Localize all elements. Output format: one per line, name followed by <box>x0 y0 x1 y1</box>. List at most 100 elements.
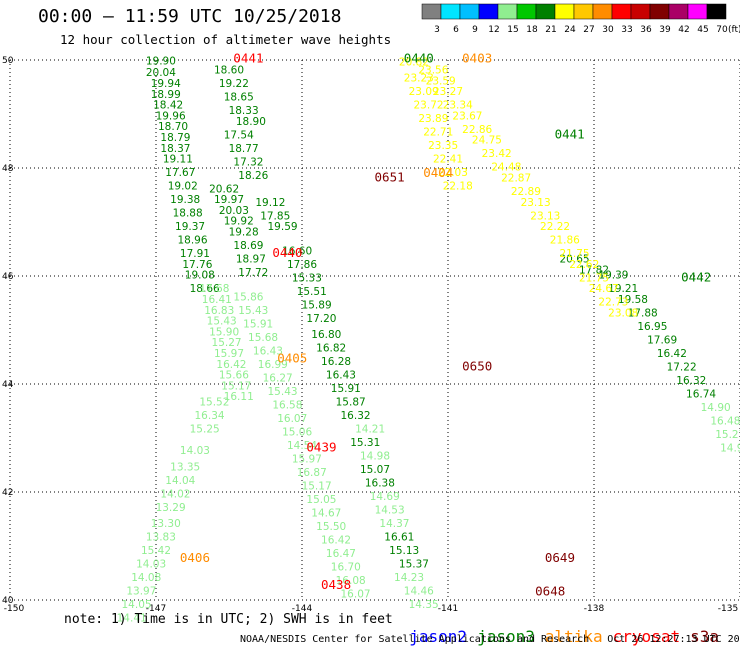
wave-height-point: 16.42 <box>216 359 246 371</box>
wave-height-point: 15.68 <box>248 332 278 344</box>
wave-height-point: 19.96 <box>156 110 186 122</box>
colorbar-label: 27 <box>583 25 594 35</box>
x-tick-label: -141 <box>438 604 458 614</box>
wave-height-point: 14.02 <box>160 488 190 500</box>
colorbar-label: 3 <box>434 25 440 35</box>
wave-height-point: 16.11 <box>224 391 254 403</box>
track-time-label: 0438 <box>321 577 351 592</box>
wave-height-point: 19.59 <box>268 221 298 233</box>
y-tick-label: 40 <box>2 596 14 606</box>
wave-height-point: 19.90 <box>146 55 176 67</box>
wave-height-point: 23.27 <box>433 86 463 98</box>
wave-height-point: 19.12 <box>255 197 285 209</box>
wave-height-point: 22.22 <box>540 221 570 233</box>
x-tick-label: -144 <box>292 604 313 614</box>
wave-height-point: 16.47 <box>326 548 356 560</box>
wave-height-point: 16.28 <box>321 356 351 368</box>
wave-height-point: 22.87 <box>501 173 531 185</box>
y-tick-label: 42 <box>2 488 13 498</box>
colorbar-unit: (ft) <box>728 25 740 35</box>
wave-height-point: 20.65 <box>560 254 590 266</box>
legend-altika: altika <box>544 627 603 646</box>
wave-height-point: 16.83 <box>204 305 234 317</box>
wave-height-point: 17.86 <box>287 259 317 271</box>
wave-height-point: 22.71 <box>423 127 453 139</box>
wave-height-point: 15.91 <box>331 383 361 395</box>
wave-height-point: 21.75 <box>560 248 590 260</box>
y-tick-label: 46 <box>2 272 14 282</box>
wave-height-point: 14.41 <box>117 613 147 625</box>
colorbar-label: 45 <box>697 25 708 35</box>
track-time-label: 0650 <box>462 359 492 374</box>
wave-height-point: 15.97 <box>292 453 322 465</box>
y-tick-label: 44 <box>2 380 14 390</box>
wave-height-point: 15.06 <box>282 426 312 438</box>
wave-height-point: 17.69 <box>647 335 677 347</box>
wave-height-point: 18.65 <box>224 92 254 104</box>
track-time-label: 0403 <box>462 51 492 66</box>
wave-height-point: 22.62 <box>569 259 599 271</box>
track-time-label: 0439 <box>306 440 336 455</box>
wave-height-point: 16.87 <box>297 467 327 479</box>
wave-height-point: 22.73 <box>598 297 628 309</box>
wave-height-point: 14.90 <box>701 402 731 414</box>
wave-height-point: 14.69 <box>370 491 400 503</box>
wave-height-point: 13.97 <box>126 586 156 598</box>
colorbar-label: 18 <box>526 25 538 35</box>
track-time-label: 0404 <box>423 165 453 180</box>
legend-jason3: jason3 <box>477 627 535 646</box>
wave-height-point: 20.62 <box>209 183 239 195</box>
wave-height-point: 22.41 <box>433 154 463 166</box>
wave-height-point: 17.20 <box>306 313 336 325</box>
wave-height-point: 16.95 <box>637 321 667 333</box>
colorbar-label: 21 <box>545 25 556 35</box>
wave-height-point: 14.03 <box>136 559 166 571</box>
wave-height-point: 23.23 <box>404 73 434 85</box>
wave-height-point: 16.43 <box>326 370 356 382</box>
wave-height-point: 21.75 <box>579 272 609 284</box>
wave-height-point: 16.99 <box>258 359 288 371</box>
wave-height-point: 18.33 <box>229 105 259 117</box>
wave-height-point: 23.67 <box>452 110 482 122</box>
x-tick-label: -147 <box>146 604 166 614</box>
chart-title: 00:00 – 11:59 UTC 10/25/2018 <box>38 6 342 27</box>
wave-height-point: 16.61 <box>384 532 414 544</box>
colorbar-label: 33 <box>621 25 632 35</box>
track-time-label: 0441 <box>233 51 263 66</box>
wave-height-point: 14.35 <box>409 599 439 611</box>
wave-height-point: 19.22 <box>219 78 249 90</box>
wave-height-point: 16.34 <box>195 410 225 422</box>
wave-height-point: 15.07 <box>360 464 390 476</box>
wave-height-point: 13.83 <box>146 532 176 544</box>
colorbar-label: 39 <box>659 25 671 35</box>
wave-height-point: 18.99 <box>151 89 181 101</box>
x-tick-label: -138 <box>584 604 605 614</box>
colorbar-label: 30 <box>602 25 614 35</box>
wave-height-point: 23.35 <box>428 140 458 152</box>
wave-height-point: 15.25 <box>190 424 220 436</box>
colorbar-label: 70 <box>716 25 728 35</box>
wave-height-point: 19.92 <box>224 216 254 228</box>
wave-height-point: 15.05 <box>306 494 336 506</box>
wave-height-point: 15.33 <box>292 272 322 284</box>
wave-height-point: 15.43 <box>268 386 298 398</box>
colorbar-label: 42 <box>678 25 689 35</box>
wave-height-point: 23.13 <box>521 197 551 209</box>
wave-height-point: 16.32 <box>676 375 706 387</box>
track-time-label: 0648 <box>535 584 565 599</box>
y-tick-label: 48 <box>2 164 14 174</box>
wave-height-point: 23.09 <box>409 86 439 98</box>
wave-height-point: 16.60 <box>282 245 312 257</box>
wave-height-point: 23.42 <box>482 148 512 160</box>
wave-height-point: 19.21 <box>608 283 638 295</box>
wave-height-point: 19.39 <box>598 270 628 282</box>
wave-height-point: 19.38 <box>170 194 200 206</box>
wave-height-point: 15.97 <box>214 348 244 360</box>
wave-height-point: 19.97 <box>214 194 244 206</box>
wave-height-point: 15.50 <box>316 521 346 533</box>
wave-height-point: 15.51 <box>297 286 327 298</box>
wave-height-point: 14.03 <box>180 445 210 457</box>
wave-height-point: 15.52 <box>199 397 229 409</box>
legend-cryosat: cryosat <box>612 627 681 646</box>
wave-height-point: 18.66 <box>190 283 220 295</box>
